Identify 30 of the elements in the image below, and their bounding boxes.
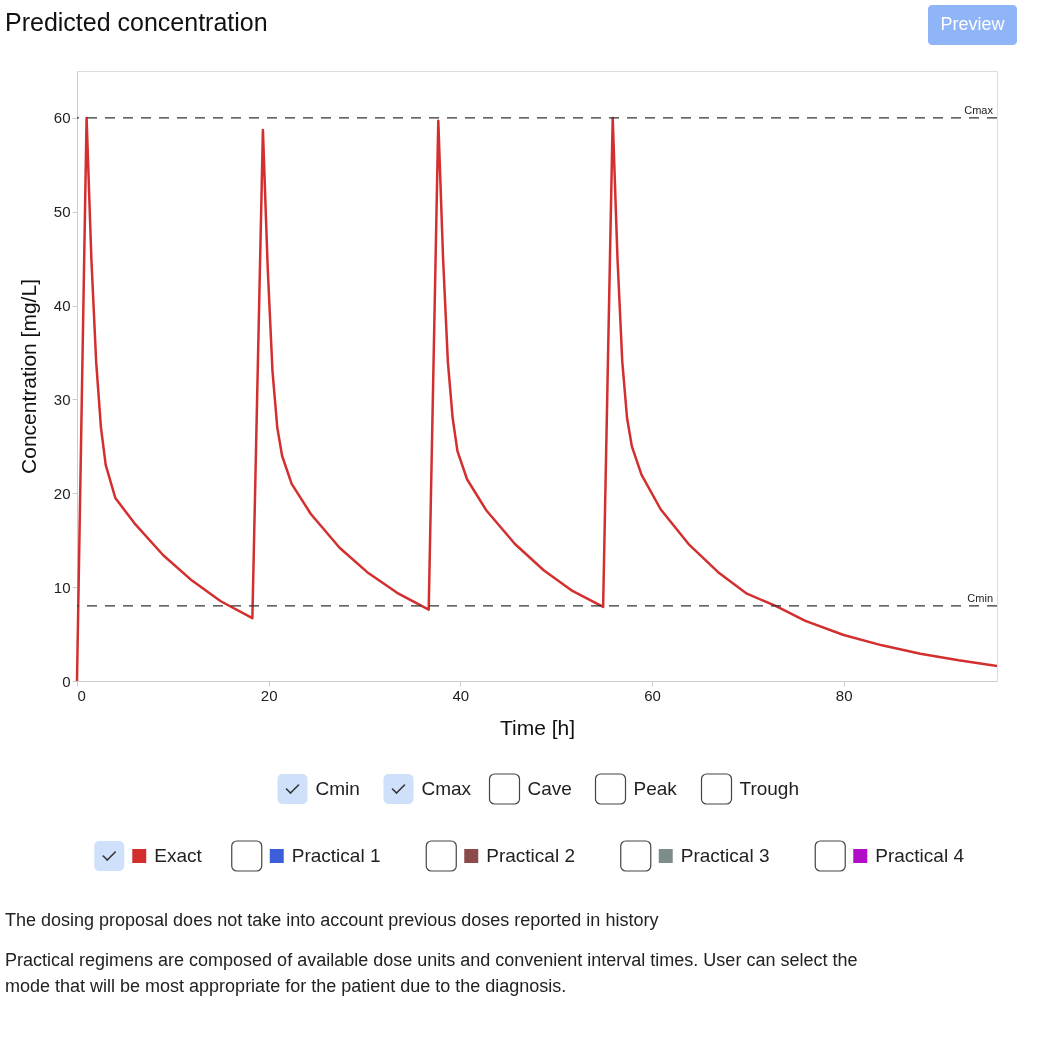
y-tick-label: 20 <box>53 484 71 502</box>
y-tick-label: 40 <box>53 297 71 315</box>
text: Peak <box>633 778 678 799</box>
legend-label: Practical 1 <box>291 845 381 866</box>
x-tick-label: 80 <box>835 686 853 704</box>
legend-label: Practical 3 <box>680 845 770 866</box>
y-tick-label: 60 <box>53 109 71 127</box>
text: Cmax <box>421 778 472 799</box>
y-tick-label: 10 <box>53 578 71 596</box>
text: Trough <box>739 778 799 799</box>
y-axis-title: Concentration [mg/L] <box>16 279 40 474</box>
x-axis-title: Time [h] <box>499 715 576 739</box>
y-tick-label: 30 <box>53 390 71 408</box>
text: Preview <box>940 14 1006 34</box>
y-tick-label: 50 <box>53 203 71 221</box>
x-tick-label: 40 <box>452 686 470 704</box>
y-tick-label: 0 <box>62 672 71 690</box>
legend-label: Practical 4 <box>875 845 965 866</box>
text: Practical regimens are composed of available dose units and convenient interval times. User can select the mode that will be most appropriate for the patient due to the diagnosis. <box>5 950 858 996</box>
x-tick-label: 60 <box>644 686 661 704</box>
x-tick-label: 20 <box>260 686 278 704</box>
text: The dosing proposal does not take into account previous doses reported in history <box>5 910 659 930</box>
legend-label: Exact <box>154 845 203 866</box>
legend-label: Practical 2 <box>486 845 575 866</box>
text: Cave <box>527 778 572 799</box>
x-tick-label: 0 <box>77 686 86 704</box>
text: Cmin <box>315 778 360 799</box>
ref-line-label: Cmin <box>967 591 993 604</box>
chart-title: Predicted concentration <box>5 8 268 36</box>
ref-line-label: Cmax <box>964 103 994 116</box>
